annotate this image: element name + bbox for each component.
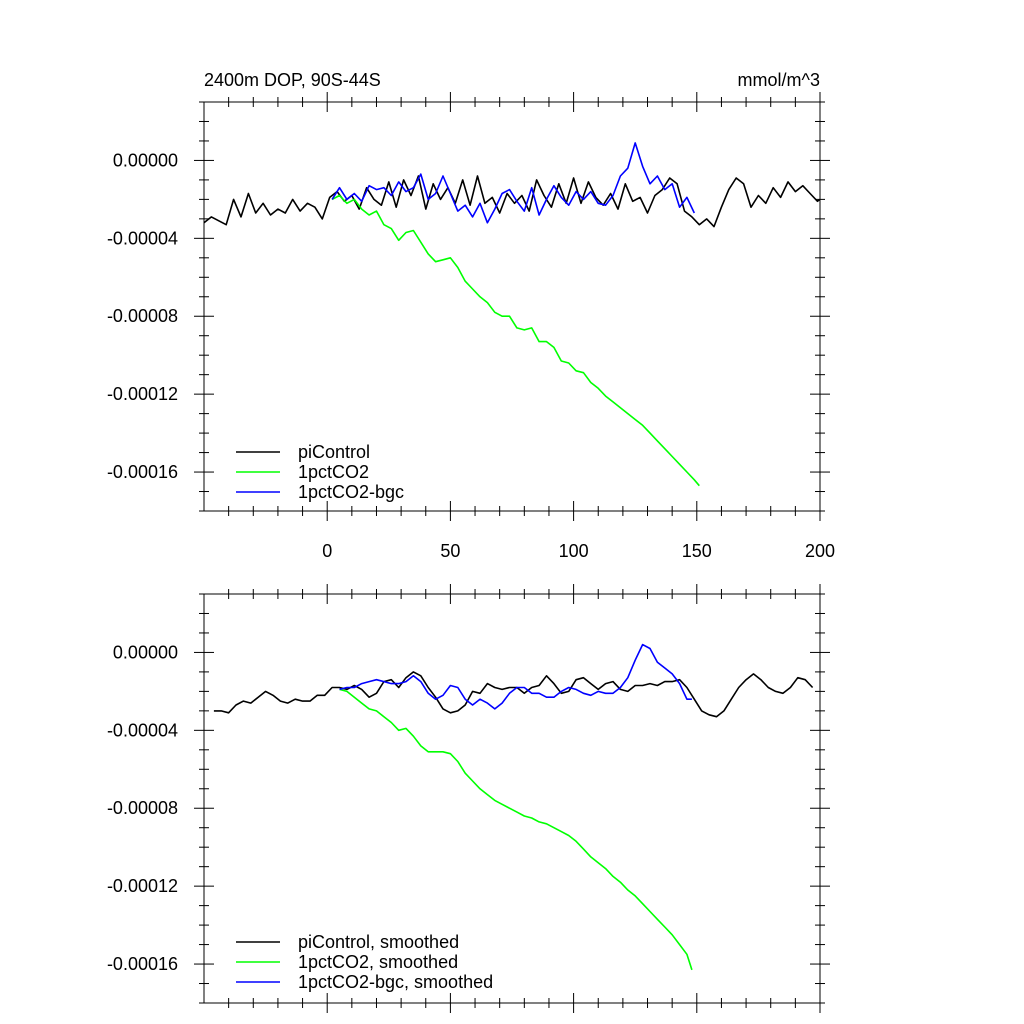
top-xtick-label: 0: [322, 541, 332, 561]
panel-bottom: 0.00000-0.00004-0.00008-0.00012-0.00016 …: [107, 584, 830, 1013]
bottom-ytick-label: 0.00000: [113, 642, 178, 662]
bottom-series-line-2: [339, 643, 692, 710]
top-ytick-label: -0.00004: [107, 228, 178, 248]
top-xtick-label: 200: [805, 541, 835, 561]
panel-top: 2400m DOP, 90S-44S mmol/m^3 0 50 100 150 200…: [107, 70, 835, 561]
bottom-series: [213, 643, 814, 971]
units-label: mmol/m^3: [738, 70, 820, 90]
bottom-ytick-label: -0.00016: [107, 954, 178, 974]
top-legend-label-1: 1pctCO2: [298, 462, 369, 482]
bottom-plot-frame: [203, 593, 821, 1004]
bottom-series-line-0: [213, 671, 814, 718]
bottom-ytick-label: -0.00012: [107, 876, 178, 896]
bottom-legend-label-1: 1pctCO2, smoothed: [298, 952, 458, 972]
top-series-line-2: [331, 142, 696, 224]
chart-title: 2400m DOP, 90S-44S: [204, 70, 381, 90]
top-series-line-0: [203, 175, 821, 228]
top-xtick-label: 50: [440, 541, 460, 561]
top-xtick-label: 100: [559, 541, 589, 561]
top-ytick-label: -0.00008: [107, 306, 178, 326]
top-plot-frame: [203, 101, 821, 512]
top-ytick-label: -0.00016: [107, 462, 178, 482]
bottom-axis-ticks: 0.00000 -0.00004 -0.00008 -0.00012 -0.00016: [107, 584, 830, 1013]
top-ytick-label: -0.00012: [107, 384, 178, 404]
bottom-ytick-label: -0.00004: [107, 720, 178, 740]
top-xtick-label: 150: [682, 541, 712, 561]
top-axis-ticks: 0 50 100 150 200 0.00000 -0.00004 -0.00008 -0.00…: [107, 92, 835, 561]
top-legend-label-0: piControl: [298, 442, 370, 462]
bottom-series-line-1: [339, 688, 693, 971]
top-legend-label-2: 1pctCO2-bgc: [298, 482, 404, 502]
top-ytick-label: 0.00000: [113, 150, 178, 170]
bottom-ytick-label: -0.00008: [107, 798, 178, 818]
top-series-line-1: [331, 194, 700, 487]
bottom-legend-label-0: piControl, smoothed: [298, 932, 459, 952]
top-series: [203, 142, 821, 487]
bottom-legend-label-2: 1pctCO2-bgc, smoothed: [298, 972, 493, 992]
